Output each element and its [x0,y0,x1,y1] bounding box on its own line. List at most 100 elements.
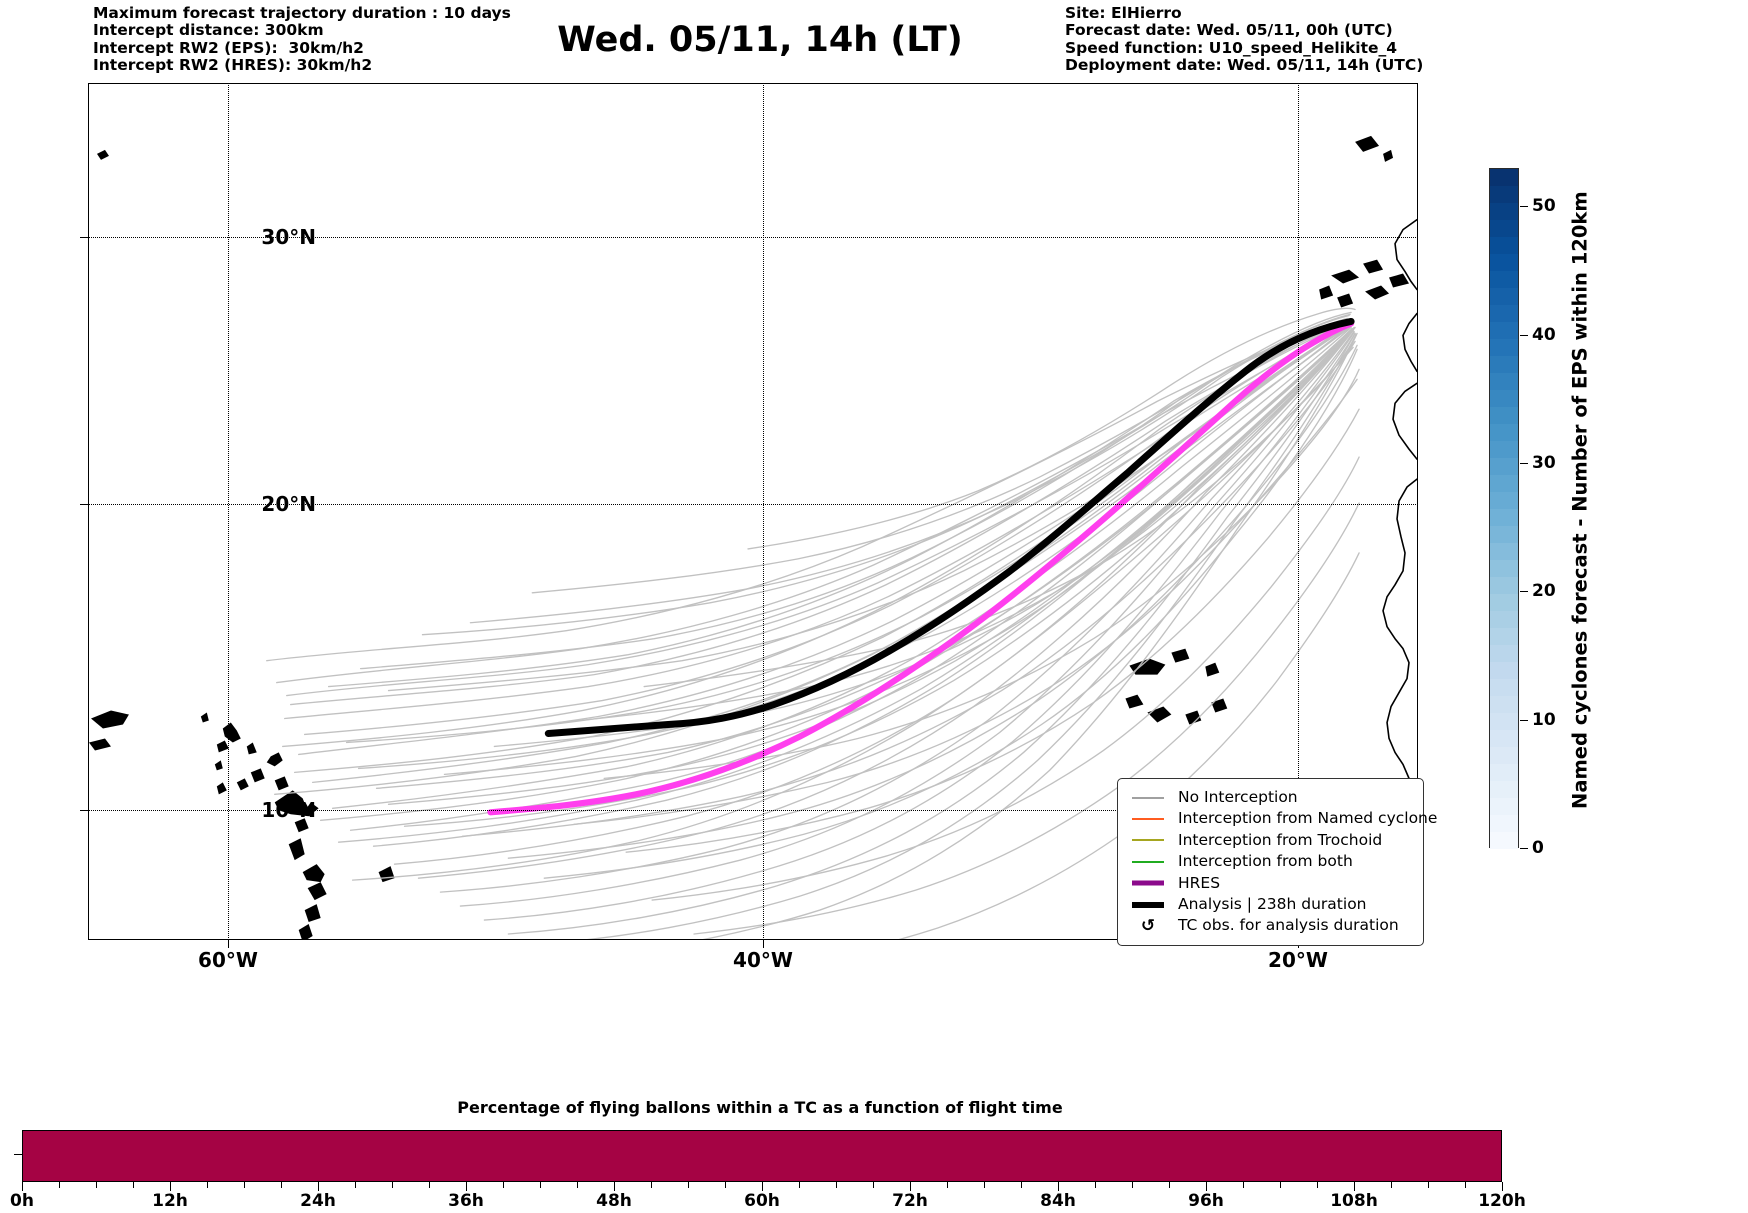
percentage-bar-major-tick [318,1182,319,1191]
header-line-2: Speed function: U10_speed_Helikite_4 [1065,38,1398,57]
legend-swatch-line-icon [1127,857,1169,867]
cyclone-glyph: ↺ [1140,915,1156,936]
percentage-bar-minor-tick [1280,1182,1281,1188]
legend-item-hres[interactable]: HRES [1127,873,1413,894]
xtick-label-20w: 20°W [1268,948,1328,972]
colorbar-segment [1490,628,1518,645]
tick-lat-30 [80,237,88,238]
percentage-bar-major-tick [1354,1182,1355,1191]
legend-swatch-line-icon [1127,793,1169,803]
colorbar-segment [1490,339,1518,356]
legend-item-analysis[interactable]: Analysis | 238h duration [1127,894,1413,915]
percentage-bar-major-tick [466,1182,467,1191]
percentage-bar-minor-tick [540,1182,541,1188]
percentage-bar-major-tick [170,1182,171,1191]
legend-swatch-line-icon [1127,835,1169,845]
percentage-bar-minor-tick [1391,1182,1392,1188]
percentage-bar-minor-tick [577,1182,578,1188]
percentage-bar-tick-label: 0h [10,1191,34,1211]
tick-lat-20 [80,504,88,505]
percentage-bar-title: Percentage of flying ballons within a TC… [457,1098,1063,1117]
colorbar-segment [1490,475,1518,492]
colorbar-tick-label: 20 [1532,581,1556,602]
percentage-bar-tick-label: 60h [744,1191,780,1211]
legend-label: HRES [1178,873,1221,892]
colorbar-segment [1490,441,1518,458]
legend-label: Analysis | 238h duration [1178,894,1367,913]
percentage-bar-tick-label: 72h [892,1191,928,1211]
legend-label: TC obs. for analysis duration [1178,916,1399,935]
percentage-bar-minor-tick [1095,1182,1096,1188]
header-line-2: Intercept RW2 (EPS): 30km/h2 [93,38,364,57]
colorbar-segment [1490,611,1518,628]
colorbar-segment [1490,271,1518,288]
header-line-1: Forecast date: Wed. 05/11, 00h (UTC) [1065,21,1393,40]
colorbar-tick [1520,719,1528,721]
percentage-bar-tick-label: 12h [152,1191,188,1211]
percentage-bar-minor-tick [1317,1182,1318,1188]
legend-item-both[interactable]: Interception from both [1127,851,1413,872]
colorbar-segment [1490,832,1518,849]
colorbar-segment [1490,781,1518,798]
map-canvas [89,135,1417,939]
colorbar-segment [1490,543,1518,560]
percentage-bar-tick-label: 108h [1330,1191,1378,1211]
colorbar-segment [1490,526,1518,543]
legend-item-named-cyclone[interactable]: Interception from Named cyclone [1127,808,1437,829]
colorbar-segment [1490,458,1518,475]
percentage-bar-minor-tick [725,1182,726,1188]
hres-track [487,320,1355,816]
colorbar-tick [1520,591,1528,593]
map-clip [89,84,1417,939]
colorbar-segment [1490,815,1518,832]
tick-lon-60w [228,940,229,948]
percentage-bar-minor-tick [96,1182,97,1188]
colorbar-segment [1490,390,1518,407]
percentage-bar-major-tick [762,1182,763,1191]
legend-swatch-line-icon [1127,900,1169,910]
legend-item-tc-obs[interactable]: ↺ TC obs. for analysis duration [1127,915,1413,936]
colorbar-gradient [1489,168,1519,849]
percentage-bar-major-tick [1502,1182,1503,1191]
colorbar-segment [1490,407,1518,424]
percentage-bar-minor-tick [133,1182,134,1188]
percentage-bar-minor-tick [281,1182,282,1188]
colorbar-tick-label: 10 [1532,709,1556,730]
header-left-info: Maximum forecast trajectory duration : 1… [93,4,511,75]
colorbar-title: Named cyclones forecast - Number of EPS … [1568,191,1592,809]
colorbar-segment [1490,696,1518,713]
ytick-label-30n: 30°N [261,225,316,249]
colorbar-tick-label: 50 [1532,196,1556,217]
colorbar-tick [1520,334,1528,336]
colorbar-segment [1490,237,1518,254]
page-title: Wed. 05/11, 14h (LT) [557,20,963,60]
tick-lon-40w [763,940,764,948]
percentage-bar-major-tick [614,1182,615,1191]
percentage-bar-minor-tick [1132,1182,1133,1188]
legend-item-trochoid[interactable]: Interception from Trochoid [1127,830,1413,851]
percentage-bar-minor-tick [392,1182,393,1188]
percentage-bar-minor-tick [651,1182,652,1188]
percentage-bar-major-tick [1058,1182,1059,1191]
percentage-bar-minor-tick [429,1182,430,1188]
colorbar-segment [1490,764,1518,781]
percentage-bar-minor-tick [59,1182,60,1188]
percentage-bar-axes [22,1130,1502,1182]
percentage-bar-minor-tick [1021,1182,1022,1188]
colorbar-segment [1490,305,1518,322]
colorbar-segment [1490,254,1518,271]
percentage-bar-minor-tick [1465,1182,1466,1188]
colorbar-segment [1490,322,1518,339]
colorbar-segment [1490,203,1518,220]
percentage-bar-major-tick [910,1182,911,1191]
header-line-1: Intercept distance: 300km [93,21,324,40]
colorbar-segment [1490,594,1518,611]
colorbar-segment [1490,186,1518,203]
xtick-label-40w: 40°W [733,948,793,972]
percentage-bar-minor-tick [984,1182,985,1188]
percentage-bar-minor-tick [1428,1182,1429,1188]
legend-item-no-interception[interactable]: No Interception [1127,787,1413,808]
legend-label: Interception from Named cyclone [1178,809,1438,828]
percentage-bar-major-tick [22,1182,23,1191]
colorbar-segment [1490,169,1518,186]
